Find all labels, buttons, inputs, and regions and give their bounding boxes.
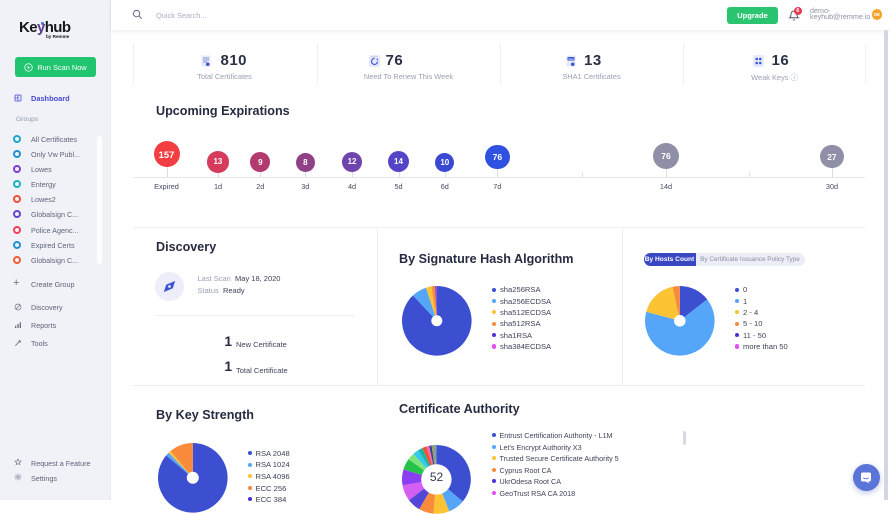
svg-text:SHA: SHA <box>568 57 574 61</box>
